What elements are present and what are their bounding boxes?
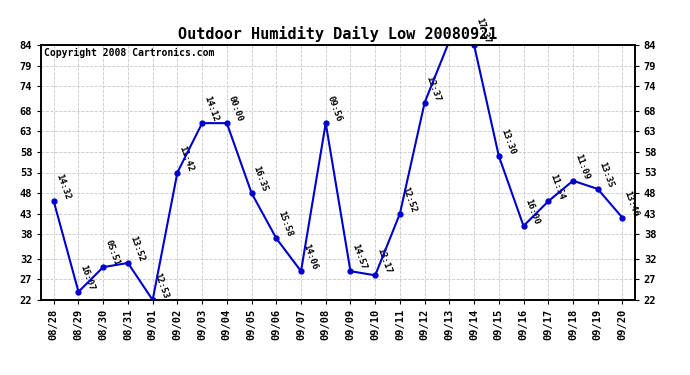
Text: 16:35: 16:35 [252,165,269,193]
Text: 14:32: 14:32 [54,173,71,201]
Text: 13:37: 13:37 [424,74,442,103]
Text: 00:00: 00:00 [227,95,244,123]
Text: 12:52: 12:52 [400,185,417,214]
Text: 15:58: 15:58 [276,210,294,238]
Text: 13:52: 13:52 [128,235,146,263]
Text: 09:56: 09:56 [326,95,344,123]
Text: 14:57: 14:57 [351,243,368,271]
Text: Copyright 2008 Cartronics.com: Copyright 2008 Cartronics.com [44,48,215,58]
Text: 11:09: 11:09 [573,152,591,181]
Text: 13:35: 13:35 [598,160,615,189]
Text: 14:12: 14:12 [202,95,219,123]
Text: 16:00: 16:00 [524,198,541,226]
Text: 05:51: 05:51 [104,239,121,267]
Text: 17:37: 17:37 [474,16,492,45]
Text: 13:46: 13:46 [622,189,640,218]
Text: 16:07: 16:07 [79,264,96,292]
Text: 12:53: 12:53 [152,272,170,300]
Text: 11:54: 11:54 [549,173,566,201]
Text: 14:06: 14:06 [301,243,319,271]
Text: 16:08: 16:08 [0,374,1,375]
Text: 13:30: 13:30 [499,128,516,156]
Text: 11:42: 11:42 [177,144,195,172]
Title: Outdoor Humidity Daily Low 20080921: Outdoor Humidity Daily Low 20080921 [179,27,497,42]
Text: 13:17: 13:17 [375,247,393,275]
